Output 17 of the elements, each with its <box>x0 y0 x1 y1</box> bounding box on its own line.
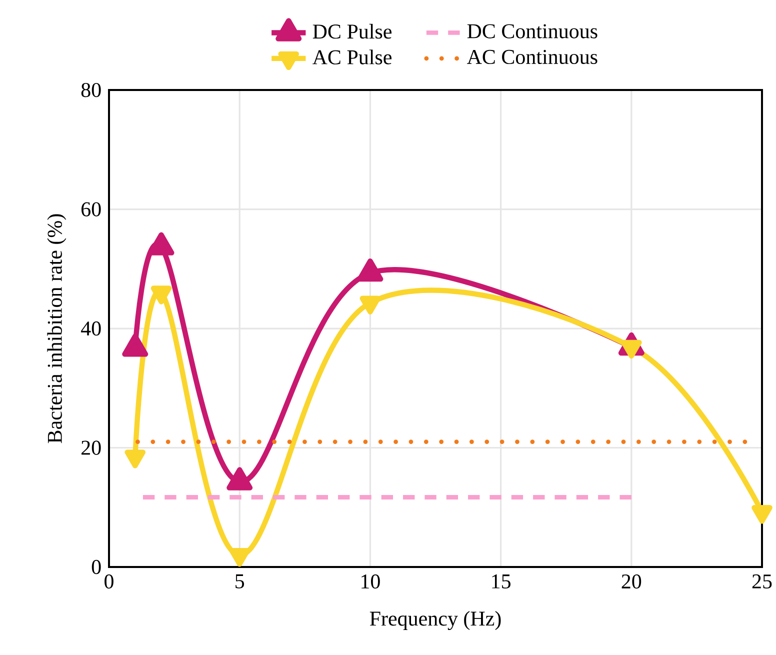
x-tick-label: 0 <box>104 574 114 589</box>
y-tick-label: 20 <box>82 440 101 455</box>
y-tick-label: 0 <box>92 560 101 574</box>
x-tick-label: 15 <box>492 574 510 588</box>
y-tick-label: 40 <box>81 321 101 336</box>
y-tick-label: 60 <box>82 202 101 216</box>
legend-label: DC Continuous <box>467 24 598 38</box>
x-tick-label: 25 <box>752 574 772 589</box>
x-axis-title: Frequency (Hz) <box>370 610 501 630</box>
x-tick-label: 10 <box>362 574 380 589</box>
legend-label: AC Pulse <box>312 50 392 64</box>
legend-label: DC Pulse <box>312 24 392 39</box>
x-tick-label: 5 <box>236 574 244 588</box>
x-tick-label: 20 <box>622 574 642 589</box>
y-axis-title: Bacteria inhibition rate (%) <box>47 214 66 444</box>
y-tick-label: 80 <box>81 82 101 98</box>
legend-label: AC Continuous <box>466 50 598 64</box>
